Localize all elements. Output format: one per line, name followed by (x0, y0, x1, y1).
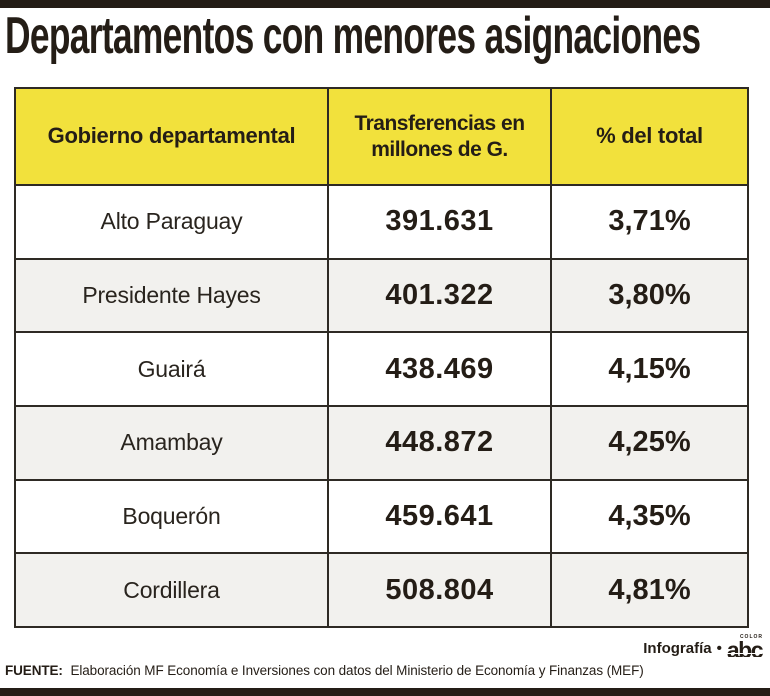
transfers-cell: 401.322 (327, 259, 550, 332)
percent-value: 4,15% (608, 352, 691, 385)
percent-value: 3,80% (608, 279, 691, 311)
percent-cell: 4,15% (550, 333, 747, 406)
department-cell: Boquerón (16, 481, 327, 553)
percent-cell: 3,80% (550, 259, 747, 332)
department-label: Alto Paraguay (100, 208, 243, 235)
transfers-value: 401.322 (385, 279, 494, 311)
percent-value: 4,81% (608, 573, 691, 606)
table-body: Alto Paraguay 391.631 3,71% Presidente H… (16, 184, 747, 627)
percent-cell: 4,25% (550, 407, 747, 479)
department-cell: Amambay (16, 407, 327, 479)
source-text: Elaboración MF Economía e Inversiones co… (70, 663, 644, 678)
table-row: Alto Paraguay 391.631 3,71% (16, 184, 747, 258)
top-black-bar (0, 0, 770, 8)
department-label: Presidente Hayes (82, 282, 261, 308)
header-label-department: Gobierno departamental (47, 123, 296, 149)
header-cell-transfers: Transferencias en millones de G. (327, 89, 550, 184)
header-label-percent: % del total (596, 123, 703, 149)
percent-value: 4,35% (608, 500, 691, 533)
transfers-cell: 448.872 (327, 407, 550, 479)
department-cell: Guairá (16, 333, 327, 405)
percent-value: 3,71% (608, 205, 691, 238)
transfers-value: 438.469 (385, 352, 494, 385)
data-table: Gobierno departamental Transferencias en… (14, 87, 749, 628)
abc-logo-text: abc (726, 637, 764, 663)
table-row: Guairá 438.469 4,15% (16, 331, 747, 406)
credit-bullet: • (716, 640, 722, 657)
credit-label: Infografía (643, 640, 712, 657)
header-cell-percent: % del total (550, 89, 747, 184)
transfers-value: 391.631 (385, 205, 494, 238)
transfers-cell: 508.804 (327, 554, 550, 627)
department-cell: Presidente Hayes (16, 260, 327, 332)
abc-logo-super-text: COLOR (739, 634, 763, 640)
department-cell: Cordillera (16, 554, 327, 626)
department-label: Cordillera (123, 576, 220, 603)
header-cell-department: Gobierno departamental (16, 89, 327, 184)
percent-cell: 4,35% (550, 480, 747, 553)
bottom-black-bar (0, 688, 770, 696)
table-row: Cordillera 508.804 4,81% (16, 552, 747, 627)
transfers-value: 448.872 (385, 426, 494, 459)
abc-logo-stripe (726, 656, 762, 658)
transfers-cell: 391.631 (327, 186, 550, 258)
table-row: Boquerón 459.641 4,35% (16, 478, 747, 553)
transfers-cell: 438.469 (327, 333, 550, 406)
source-line: FUENTE: Elaboración MF Economía e Invers… (5, 663, 644, 678)
page-title: Departamentos con menores asignaciones (5, 7, 701, 65)
table-header-row: Gobierno departamental Transferencias en… (16, 89, 747, 184)
percent-value: 4,25% (608, 426, 691, 459)
department-label: Boquerón (122, 503, 221, 530)
abc-color-logo: COLOR abc (726, 634, 764, 663)
percent-cell: 3,71% (550, 186, 747, 258)
table-row: Amambay 448.872 4,25% (16, 405, 747, 479)
department-label: Guairá (137, 355, 206, 382)
credit-line: Infografía • COLOR abc (643, 634, 764, 663)
abc-logo-stripe (726, 652, 762, 654)
header-label-transfers: Transferencias en millones de G. (354, 112, 525, 161)
transfers-value: 508.804 (385, 573, 494, 606)
department-label: Amambay (120, 429, 223, 456)
department-cell: Alto Paraguay (16, 186, 327, 258)
transfers-value: 459.641 (385, 500, 494, 533)
transfers-cell: 459.641 (327, 480, 550, 553)
source-label: FUENTE: (5, 663, 63, 678)
percent-cell: 4,81% (550, 554, 747, 627)
table-row: Presidente Hayes 401.322 3,80% (16, 257, 747, 332)
